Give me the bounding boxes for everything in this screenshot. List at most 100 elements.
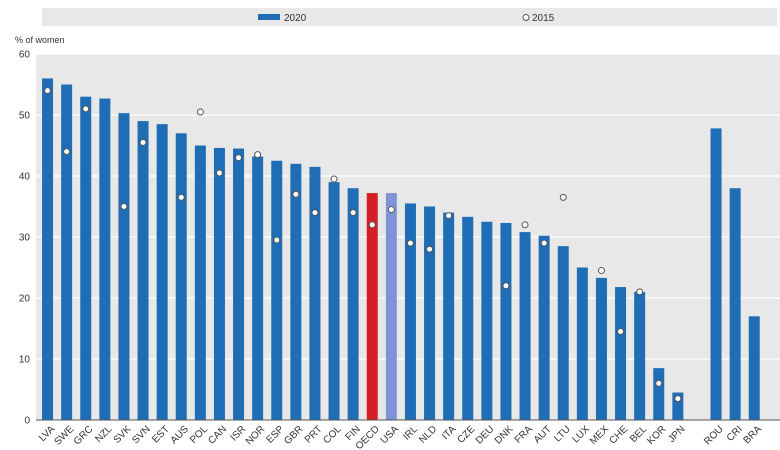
x-tick-label-svk: SVK xyxy=(112,424,134,446)
marker-2015-ita xyxy=(445,212,453,220)
bar-2020-prt xyxy=(309,166,321,420)
x-tick-label-aus: AUS xyxy=(169,424,192,447)
x-tick-label-mex: MEX xyxy=(588,424,611,447)
legend-label-2015: 2015 xyxy=(532,13,555,24)
y-tick-label: 30 xyxy=(19,233,31,244)
y-tick-label: 40 xyxy=(19,172,31,183)
bar-2020-bra xyxy=(748,316,760,420)
bar-2020-cri xyxy=(729,188,741,420)
bar-2020-isr xyxy=(233,148,245,421)
bar-2020-aus xyxy=(175,133,187,421)
marker-2015-swe xyxy=(63,148,71,156)
x-tick-label-aut: AUT xyxy=(532,424,554,446)
y-axis-ticks: 0 10 20 30 40 50 60 xyxy=(19,50,31,427)
bar-2020-lva xyxy=(42,78,54,421)
bar-2020-esp xyxy=(271,160,283,420)
bar-2020-swe xyxy=(61,84,73,420)
bar-2020-mex xyxy=(595,277,607,420)
x-tick-label-cze: CZE xyxy=(455,424,477,446)
marker-2015-mex xyxy=(597,267,605,275)
marker-2015-aus xyxy=(177,193,185,201)
marker-2015-bel xyxy=(636,288,644,296)
bar-2020-dnk xyxy=(500,222,512,420)
x-tick-label-nor: NOR xyxy=(244,424,268,448)
bar-2020-fra xyxy=(519,232,531,420)
marker-2015-kor xyxy=(655,379,663,387)
x-tick-label-ltu: LTU xyxy=(552,424,573,445)
bar-2020-grc xyxy=(80,96,92,420)
x-tick-label-cri: CRI xyxy=(725,424,745,444)
x-tick-label-nld: NLD xyxy=(417,424,439,446)
bar-2020-jpn xyxy=(672,392,684,420)
marker-2015-fin xyxy=(349,209,357,217)
markers-2015 xyxy=(44,87,682,403)
marker-2015-lva xyxy=(44,87,52,95)
bar-2020-che xyxy=(615,287,627,420)
marker-2015-nld xyxy=(426,245,434,253)
x-tick-label-nzl: NZL xyxy=(93,424,114,445)
marker-2015-prt xyxy=(311,209,319,217)
x-tick-label-irl: IRL xyxy=(401,424,420,443)
y-tick-label: 20 xyxy=(19,294,31,305)
bar-2020-oecd xyxy=(366,193,378,420)
x-tick-label-gbr: GBR xyxy=(282,424,305,447)
bar-2020-col xyxy=(328,182,340,420)
marker-2015-svn xyxy=(139,138,147,146)
x-tick-label-kor: KOR xyxy=(645,424,668,447)
bar-2020-est xyxy=(156,124,168,421)
bar-2020-ltu xyxy=(557,246,569,420)
marker-2015-esp xyxy=(273,236,281,244)
bar-2020-usa xyxy=(385,193,397,420)
legend-item-2020: 2020 xyxy=(258,13,307,24)
bar-2020-cze xyxy=(462,216,474,420)
x-tick-label-prt: PRT xyxy=(303,424,325,446)
bar-2020-bel xyxy=(634,291,646,420)
x-tick-label-deu: DEU xyxy=(474,424,497,447)
legend-item-2015: 2015 xyxy=(522,13,555,24)
bar-2020-deu xyxy=(481,221,493,420)
marker-2015-jpn xyxy=(674,395,682,403)
bar-2020-nld xyxy=(424,206,436,420)
marker-2015-col xyxy=(330,175,338,183)
bar-2020-pol xyxy=(194,145,206,420)
marker-2015-nor xyxy=(254,151,262,159)
marker-2015-grc xyxy=(82,105,90,113)
marker-2015-irl xyxy=(406,239,414,247)
legend-swatch-2020 xyxy=(258,14,280,20)
x-tick-label-rou: ROU xyxy=(702,424,726,448)
bar-2020-fin xyxy=(347,188,359,420)
x-tick-label-fra: FRA xyxy=(513,424,535,446)
bars-2020 xyxy=(42,78,760,421)
bar-2020-rou xyxy=(710,128,722,421)
x-tick-label-che: CHE xyxy=(607,424,630,447)
y-tick-label: 0 xyxy=(24,416,30,427)
marker-2015-oecd xyxy=(368,221,376,229)
x-tick-label-est: EST xyxy=(150,424,172,446)
marker-2015-aut xyxy=(540,239,548,247)
marker-2015-che xyxy=(617,328,625,336)
y-tick-label: 60 xyxy=(19,50,31,61)
marker-2015-pol xyxy=(196,108,204,116)
bar-2020-kor xyxy=(653,368,665,420)
x-tick-label-esp: ESP xyxy=(264,424,286,446)
marker-2015-dnk xyxy=(502,282,510,290)
x-tick-label-usa: USA xyxy=(379,424,402,447)
bar-2020-svk xyxy=(118,113,130,421)
x-tick-label-svn: SVN xyxy=(130,424,152,446)
x-tick-label-bra: BRA xyxy=(742,424,765,447)
bar-2020-lux xyxy=(576,267,588,420)
legend-marker-2015 xyxy=(522,14,530,21)
y-tick-label: 50 xyxy=(19,111,31,122)
bar-2020-nzl xyxy=(99,98,111,420)
x-tick-label-col: COL xyxy=(321,424,344,447)
bar-2020-svn xyxy=(137,121,149,420)
x-tick-label-bel: BEL xyxy=(628,424,649,445)
legend-label-2020: 2020 xyxy=(284,13,307,24)
x-tick-label-jpn: JPN xyxy=(666,424,687,445)
x-tick-label-dnk: DNK xyxy=(493,424,516,447)
marker-2015-can xyxy=(215,169,223,177)
marker-2015-fra xyxy=(521,221,529,229)
y-axis-label: % of women xyxy=(15,35,65,45)
